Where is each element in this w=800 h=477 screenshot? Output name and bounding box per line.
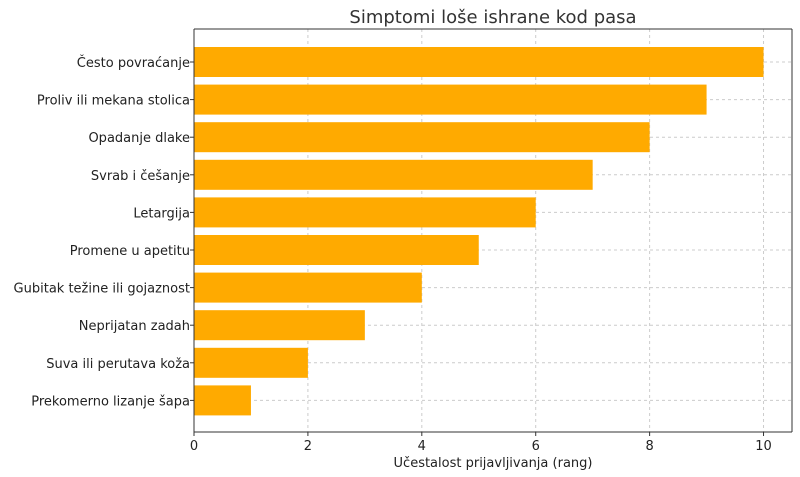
x-ticks: 0 2 4 6 8 10 — [190, 432, 772, 454]
bar — [194, 47, 764, 77]
category-label: Opadanje dlake — [88, 131, 190, 146]
category-label: Prekomerno lizanje šapa — [31, 394, 190, 409]
bar — [194, 84, 707, 115]
x-tick-label: 10 — [755, 439, 772, 454]
category-label: Često povraćanje — [77, 55, 190, 71]
category-label: Gubitak težine ili gojaznost — [14, 282, 190, 297]
x-axis-label: Učestalost prijavljivanja (rang) — [394, 456, 593, 471]
category-label: Suva ili perutava koža — [46, 357, 190, 372]
x-tick-label: 0 — [190, 439, 198, 454]
x-tick-label: 2 — [304, 439, 312, 454]
bar — [194, 235, 479, 265]
category-label: Neprijatan zadah — [79, 319, 190, 334]
x-tick-label: 8 — [645, 439, 653, 454]
bars — [194, 47, 764, 416]
bar — [194, 385, 251, 416]
category-labels: Često povraćanje Proliv ili mekana stolic… — [14, 55, 194, 409]
x-tick-label: 4 — [418, 439, 426, 454]
bar — [194, 347, 308, 378]
chart-title: Simptomi loše ishrane kod pasa — [349, 7, 636, 28]
bar — [194, 272, 422, 303]
category-label: Promene u apetitu — [70, 244, 190, 259]
category-label: Letargija — [133, 206, 190, 221]
bar — [194, 310, 365, 341]
category-label: Svrab i češanje — [91, 169, 190, 184]
axes — [193, 28, 793, 433]
bar — [194, 122, 650, 153]
bar — [194, 197, 536, 228]
bar — [194, 159, 593, 190]
x-tick-label: 6 — [532, 439, 540, 454]
category-label: Proliv ili mekana stolica — [37, 94, 190, 109]
